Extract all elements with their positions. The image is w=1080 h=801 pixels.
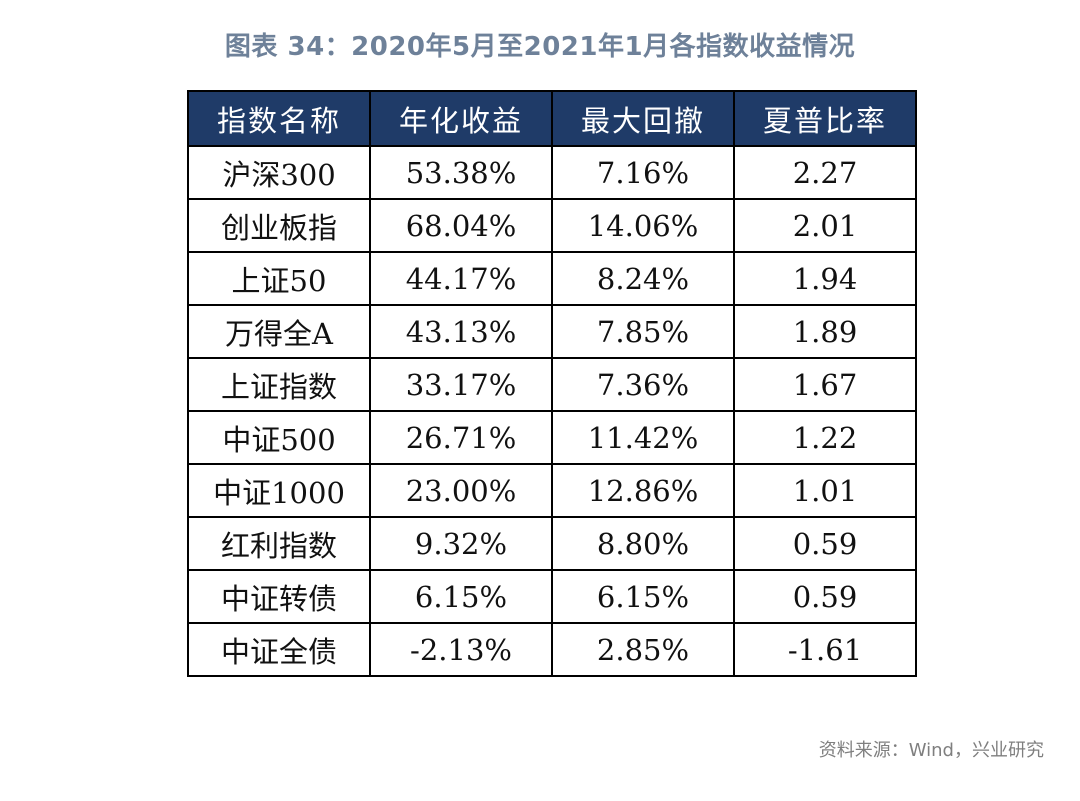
cell-annual-return: 43.13% <box>369 304 553 359</box>
cell-sharpe-ratio: 2.01 <box>733 198 917 253</box>
header-max-drawdown: 最大回撤 <box>551 90 735 147</box>
table-row: 万得全A 43.13% 7.85% 1.89 <box>187 304 917 359</box>
cell-sharpe-ratio: 1.94 <box>733 251 917 306</box>
cell-max-drawdown: 7.16% <box>551 145 735 200</box>
cell-max-drawdown: 8.80% <box>551 516 735 571</box>
cell-index-name: 中证转债 <box>187 569 371 624</box>
cell-index-name: 中证全债 <box>187 622 371 677</box>
cell-annual-return: -2.13% <box>369 622 553 677</box>
table-row: 沪深300 53.38% 7.16% 2.27 <box>187 145 917 200</box>
cell-annual-return: 44.17% <box>369 251 553 306</box>
cell-sharpe-ratio: 0.59 <box>733 569 917 624</box>
cell-annual-return: 33.17% <box>369 357 553 412</box>
cell-index-name: 沪深300 <box>187 145 371 200</box>
table-row: 上证50 44.17% 8.24% 1.94 <box>187 251 917 306</box>
header-sharpe-ratio: 夏普比率 <box>733 90 917 147</box>
header-annual-return: 年化收益 <box>369 90 553 147</box>
table-row: 中证1000 23.00% 12.86% 1.01 <box>187 463 917 518</box>
table-row: 中证500 26.71% 11.42% 1.22 <box>187 410 917 465</box>
index-returns-table: 指数名称 年化收益 最大回撤 夏普比率 沪深300 53.38% 7.16% 2… <box>187 90 917 677</box>
cell-annual-return: 26.71% <box>369 410 553 465</box>
cell-max-drawdown: 7.85% <box>551 304 735 359</box>
cell-index-name: 万得全A <box>187 304 371 359</box>
table-row: 创业板指 68.04% 14.06% 2.01 <box>187 198 917 253</box>
cell-max-drawdown: 12.86% <box>551 463 735 518</box>
cell-max-drawdown: 14.06% <box>551 198 735 253</box>
cell-annual-return: 23.00% <box>369 463 553 518</box>
cell-index-name: 上证50 <box>187 251 371 306</box>
cell-index-name: 中证500 <box>187 410 371 465</box>
table-row: 中证全债 -2.13% 2.85% -1.61 <box>187 622 917 677</box>
header-row: 指数名称 年化收益 最大回撤 夏普比率 <box>187 90 917 147</box>
cell-index-name: 上证指数 <box>187 357 371 412</box>
cell-max-drawdown: 8.24% <box>551 251 735 306</box>
cell-index-name: 创业板指 <box>187 198 371 253</box>
cell-annual-return: 9.32% <box>369 516 553 571</box>
cell-max-drawdown: 6.15% <box>551 569 735 624</box>
cell-sharpe-ratio: 0.59 <box>733 516 917 571</box>
cell-max-drawdown: 7.36% <box>551 357 735 412</box>
cell-index-name: 红利指数 <box>187 516 371 571</box>
table-row: 上证指数 33.17% 7.36% 1.67 <box>187 357 917 412</box>
cell-sharpe-ratio: 1.22 <box>733 410 917 465</box>
cell-annual-return: 6.15% <box>369 569 553 624</box>
cell-index-name: 中证1000 <box>187 463 371 518</box>
header-index-name: 指数名称 <box>187 90 371 147</box>
cell-max-drawdown: 11.42% <box>551 410 735 465</box>
table-header: 指数名称 年化收益 最大回撤 夏普比率 <box>187 90 917 147</box>
table-row: 红利指数 9.32% 8.80% 0.59 <box>187 516 917 571</box>
cell-sharpe-ratio: 1.89 <box>733 304 917 359</box>
table-body: 沪深300 53.38% 7.16% 2.27 创业板指 68.04% 14.0… <box>187 145 917 677</box>
cell-sharpe-ratio: 1.67 <box>733 357 917 412</box>
table-row: 中证转债 6.15% 6.15% 0.59 <box>187 569 917 624</box>
cell-annual-return: 53.38% <box>369 145 553 200</box>
figure-title: 图表 34：2020年5月至2021年1月各指数收益情况 <box>224 32 856 62</box>
cell-annual-return: 68.04% <box>369 198 553 253</box>
cell-sharpe-ratio: -1.61 <box>733 622 917 677</box>
cell-sharpe-ratio: 1.01 <box>733 463 917 518</box>
source-note: 资料来源：Wind，兴业研究 <box>818 740 1044 761</box>
cell-max-drawdown: 2.85% <box>551 622 735 677</box>
cell-sharpe-ratio: 2.27 <box>733 145 917 200</box>
